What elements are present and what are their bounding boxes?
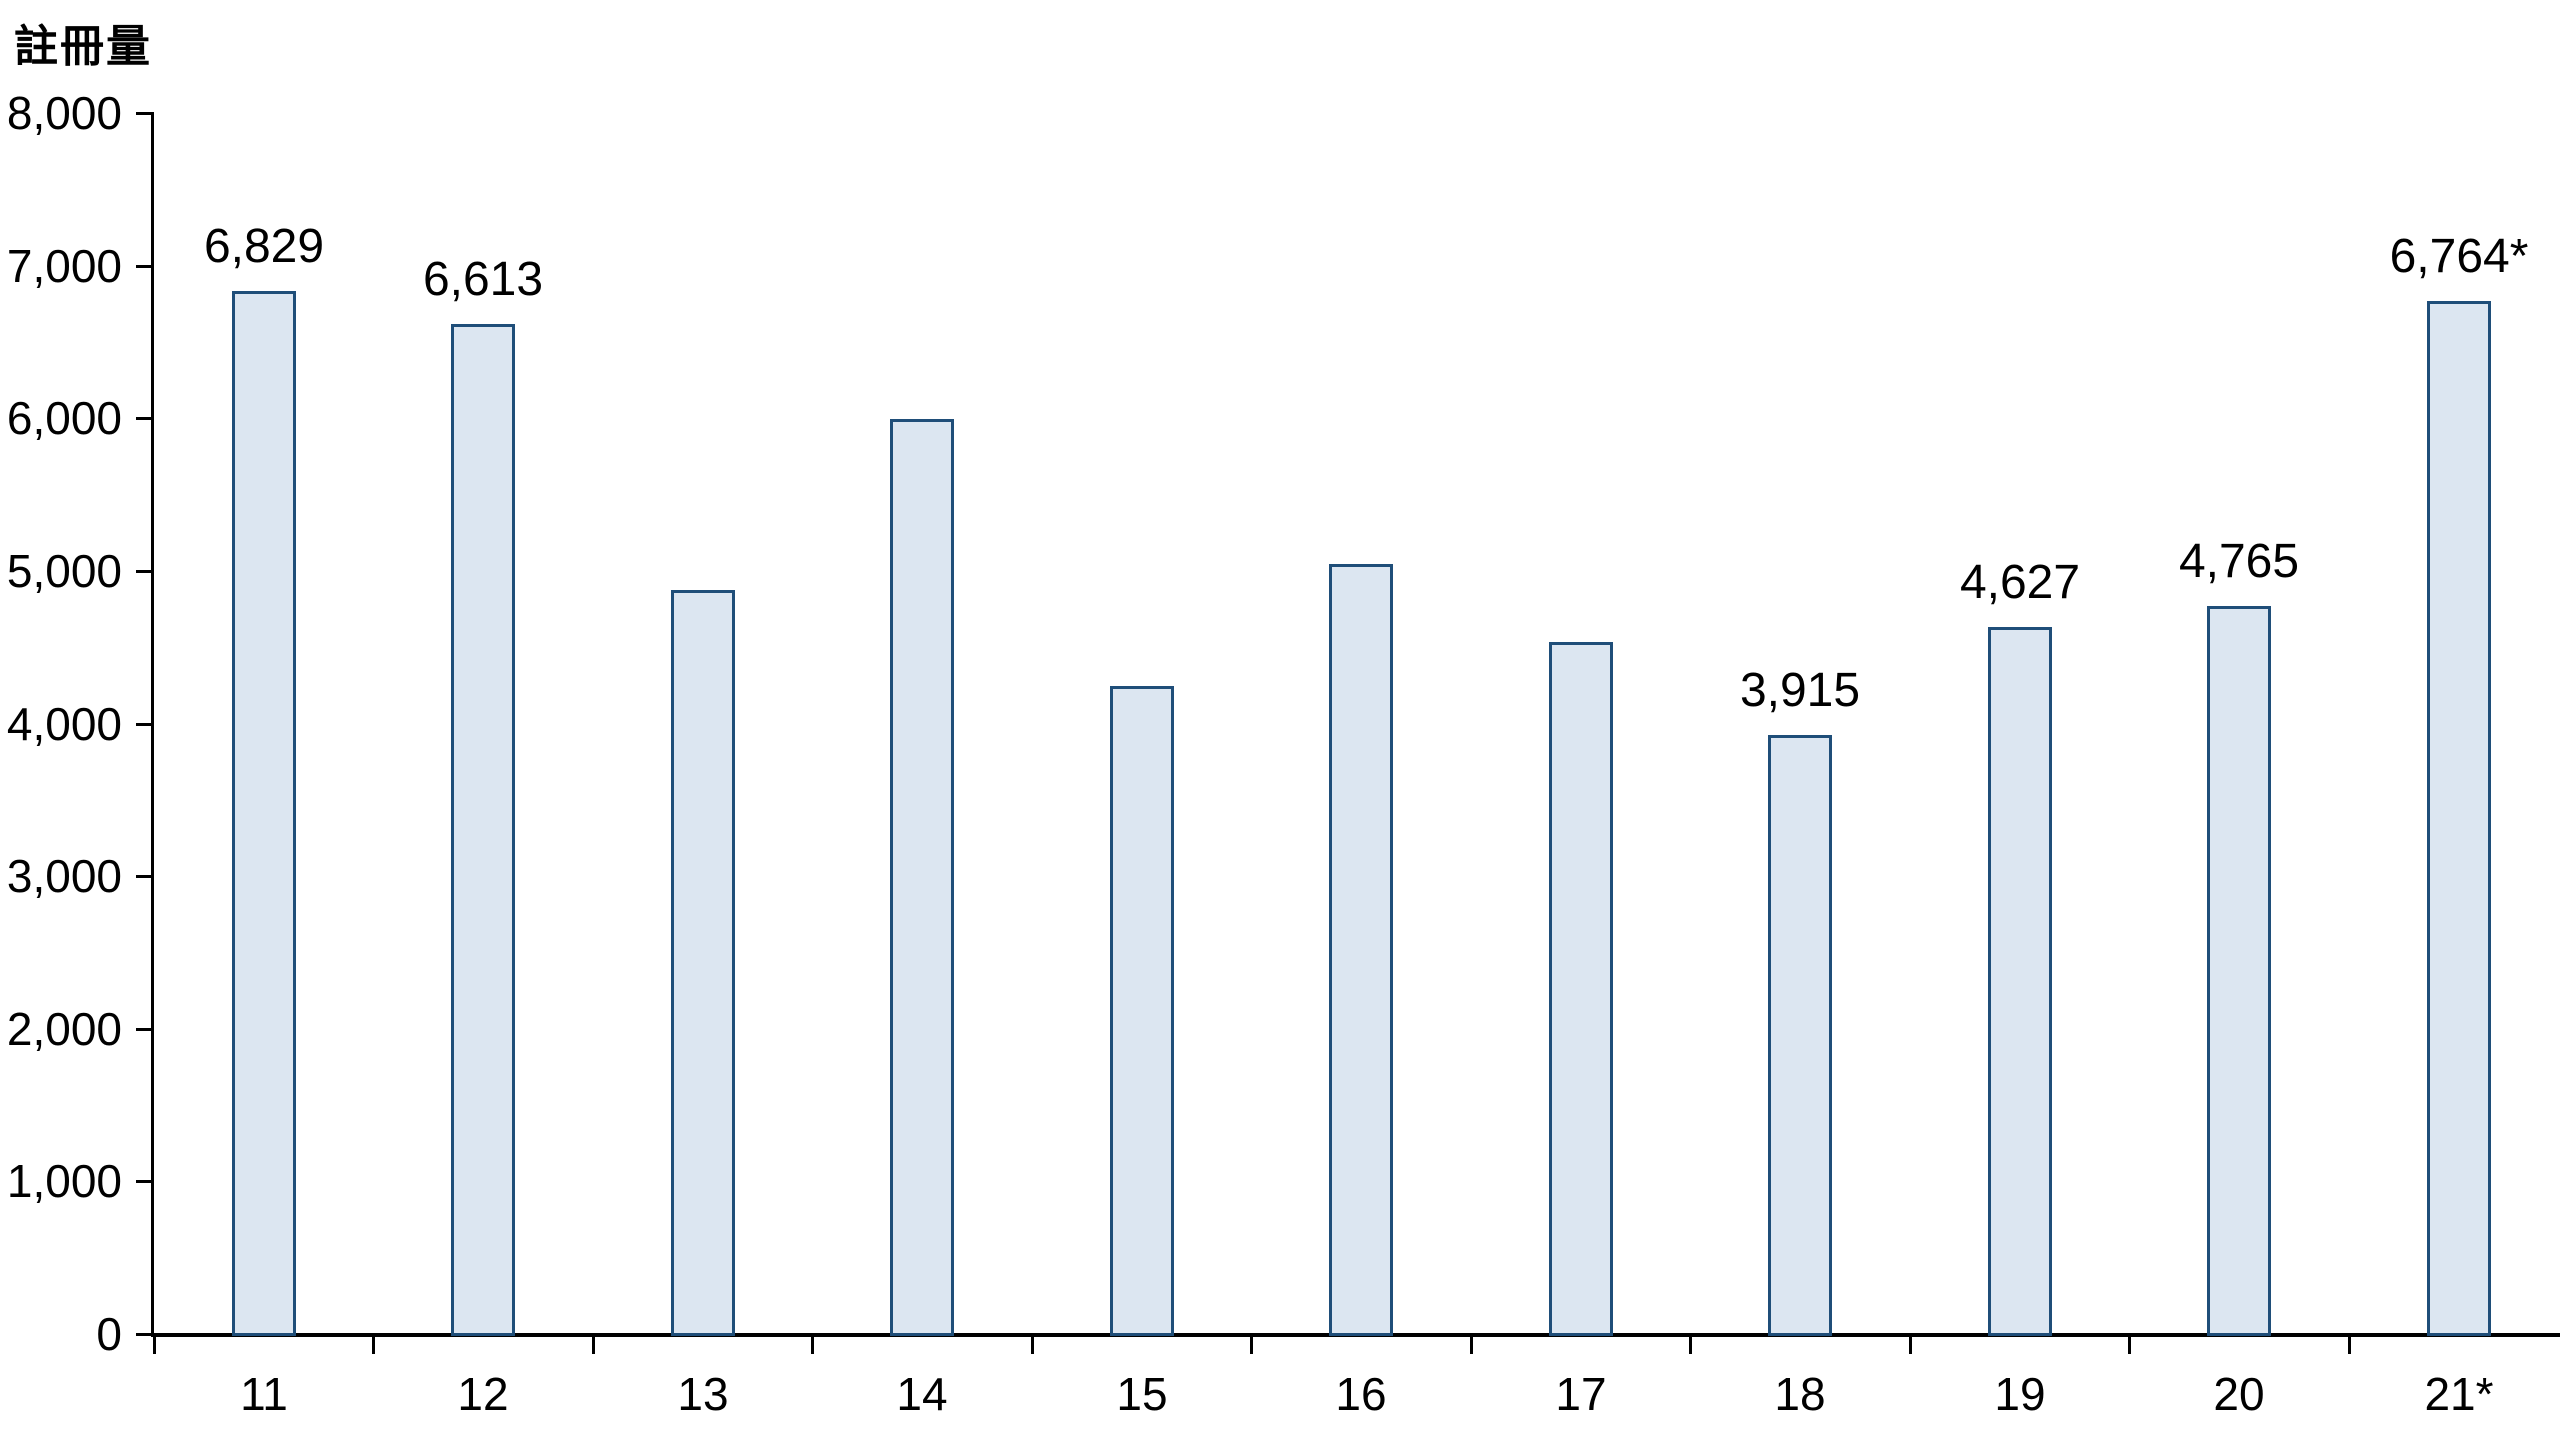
bar-value-label: 3,915	[1739, 664, 1861, 717]
y-tick-label: 7,000	[6, 240, 122, 292]
y-tick-label: 8,000	[6, 87, 122, 139]
bar	[1549, 642, 1613, 1336]
x-tick	[1689, 1337, 1692, 1354]
x-tick	[153, 1337, 156, 1354]
x-tick	[1250, 1337, 1253, 1354]
y-tick-label: 6,000	[6, 392, 122, 444]
bar	[2207, 606, 2271, 1336]
x-category-label: 16	[1335, 1368, 1387, 1420]
x-category-label: 14	[896, 1368, 948, 1420]
y-tick	[136, 723, 151, 726]
bar	[232, 291, 296, 1336]
bar	[2427, 301, 2491, 1336]
y-tick-label: 0	[96, 1308, 122, 1360]
x-category-label: 18	[1774, 1368, 1826, 1420]
bar	[451, 324, 515, 1336]
y-tick-label: 2,000	[6, 1003, 122, 1055]
bar-value-label: 6,613	[422, 253, 544, 306]
bar-value-label: 6,829	[203, 220, 325, 273]
x-tick	[1909, 1337, 1912, 1354]
y-tick	[136, 875, 151, 878]
y-tick-label: 5,000	[6, 545, 122, 597]
x-category-label: 20	[2213, 1368, 2265, 1420]
x-tick	[372, 1337, 375, 1354]
x-category-label: 13	[677, 1368, 729, 1420]
x-category-label: 15	[1116, 1368, 1168, 1420]
x-tick	[2348, 1337, 2351, 1354]
y-tick-label: 3,000	[6, 850, 122, 902]
x-category-label: 11	[240, 1368, 288, 1420]
bar-value-label: 6,764*	[2389, 230, 2529, 283]
bar	[1768, 735, 1832, 1336]
bar	[671, 590, 735, 1336]
bar	[890, 419, 954, 1336]
y-tick-label: 4,000	[6, 698, 122, 750]
x-category-label: 17	[1555, 1368, 1607, 1420]
x-category-label: 19	[1994, 1368, 2046, 1420]
y-tick	[136, 417, 151, 420]
y-tick	[136, 1333, 151, 1336]
x-tick	[2128, 1337, 2131, 1354]
bar	[1988, 627, 2052, 1336]
y-tick	[136, 112, 151, 115]
x-category-label: 12	[457, 1368, 509, 1420]
bar-value-label: 4,627	[1959, 556, 2081, 609]
y-axis-title: 註冊量	[14, 22, 152, 71]
bar	[1329, 564, 1393, 1336]
y-tick	[136, 1028, 151, 1031]
y-tick	[136, 265, 151, 268]
y-tick	[136, 570, 151, 573]
bar	[1110, 686, 1174, 1336]
x-tick	[811, 1337, 814, 1354]
bar-value-label: 4,765	[2178, 535, 2300, 588]
x-category-label: 21*	[2424, 1368, 2494, 1420]
x-tick	[1470, 1337, 1473, 1354]
x-tick	[592, 1337, 595, 1354]
y-axis-line	[151, 112, 154, 1337]
y-tick	[136, 1180, 151, 1183]
x-tick	[1031, 1337, 1034, 1354]
y-tick-label: 1,000	[6, 1155, 122, 1207]
